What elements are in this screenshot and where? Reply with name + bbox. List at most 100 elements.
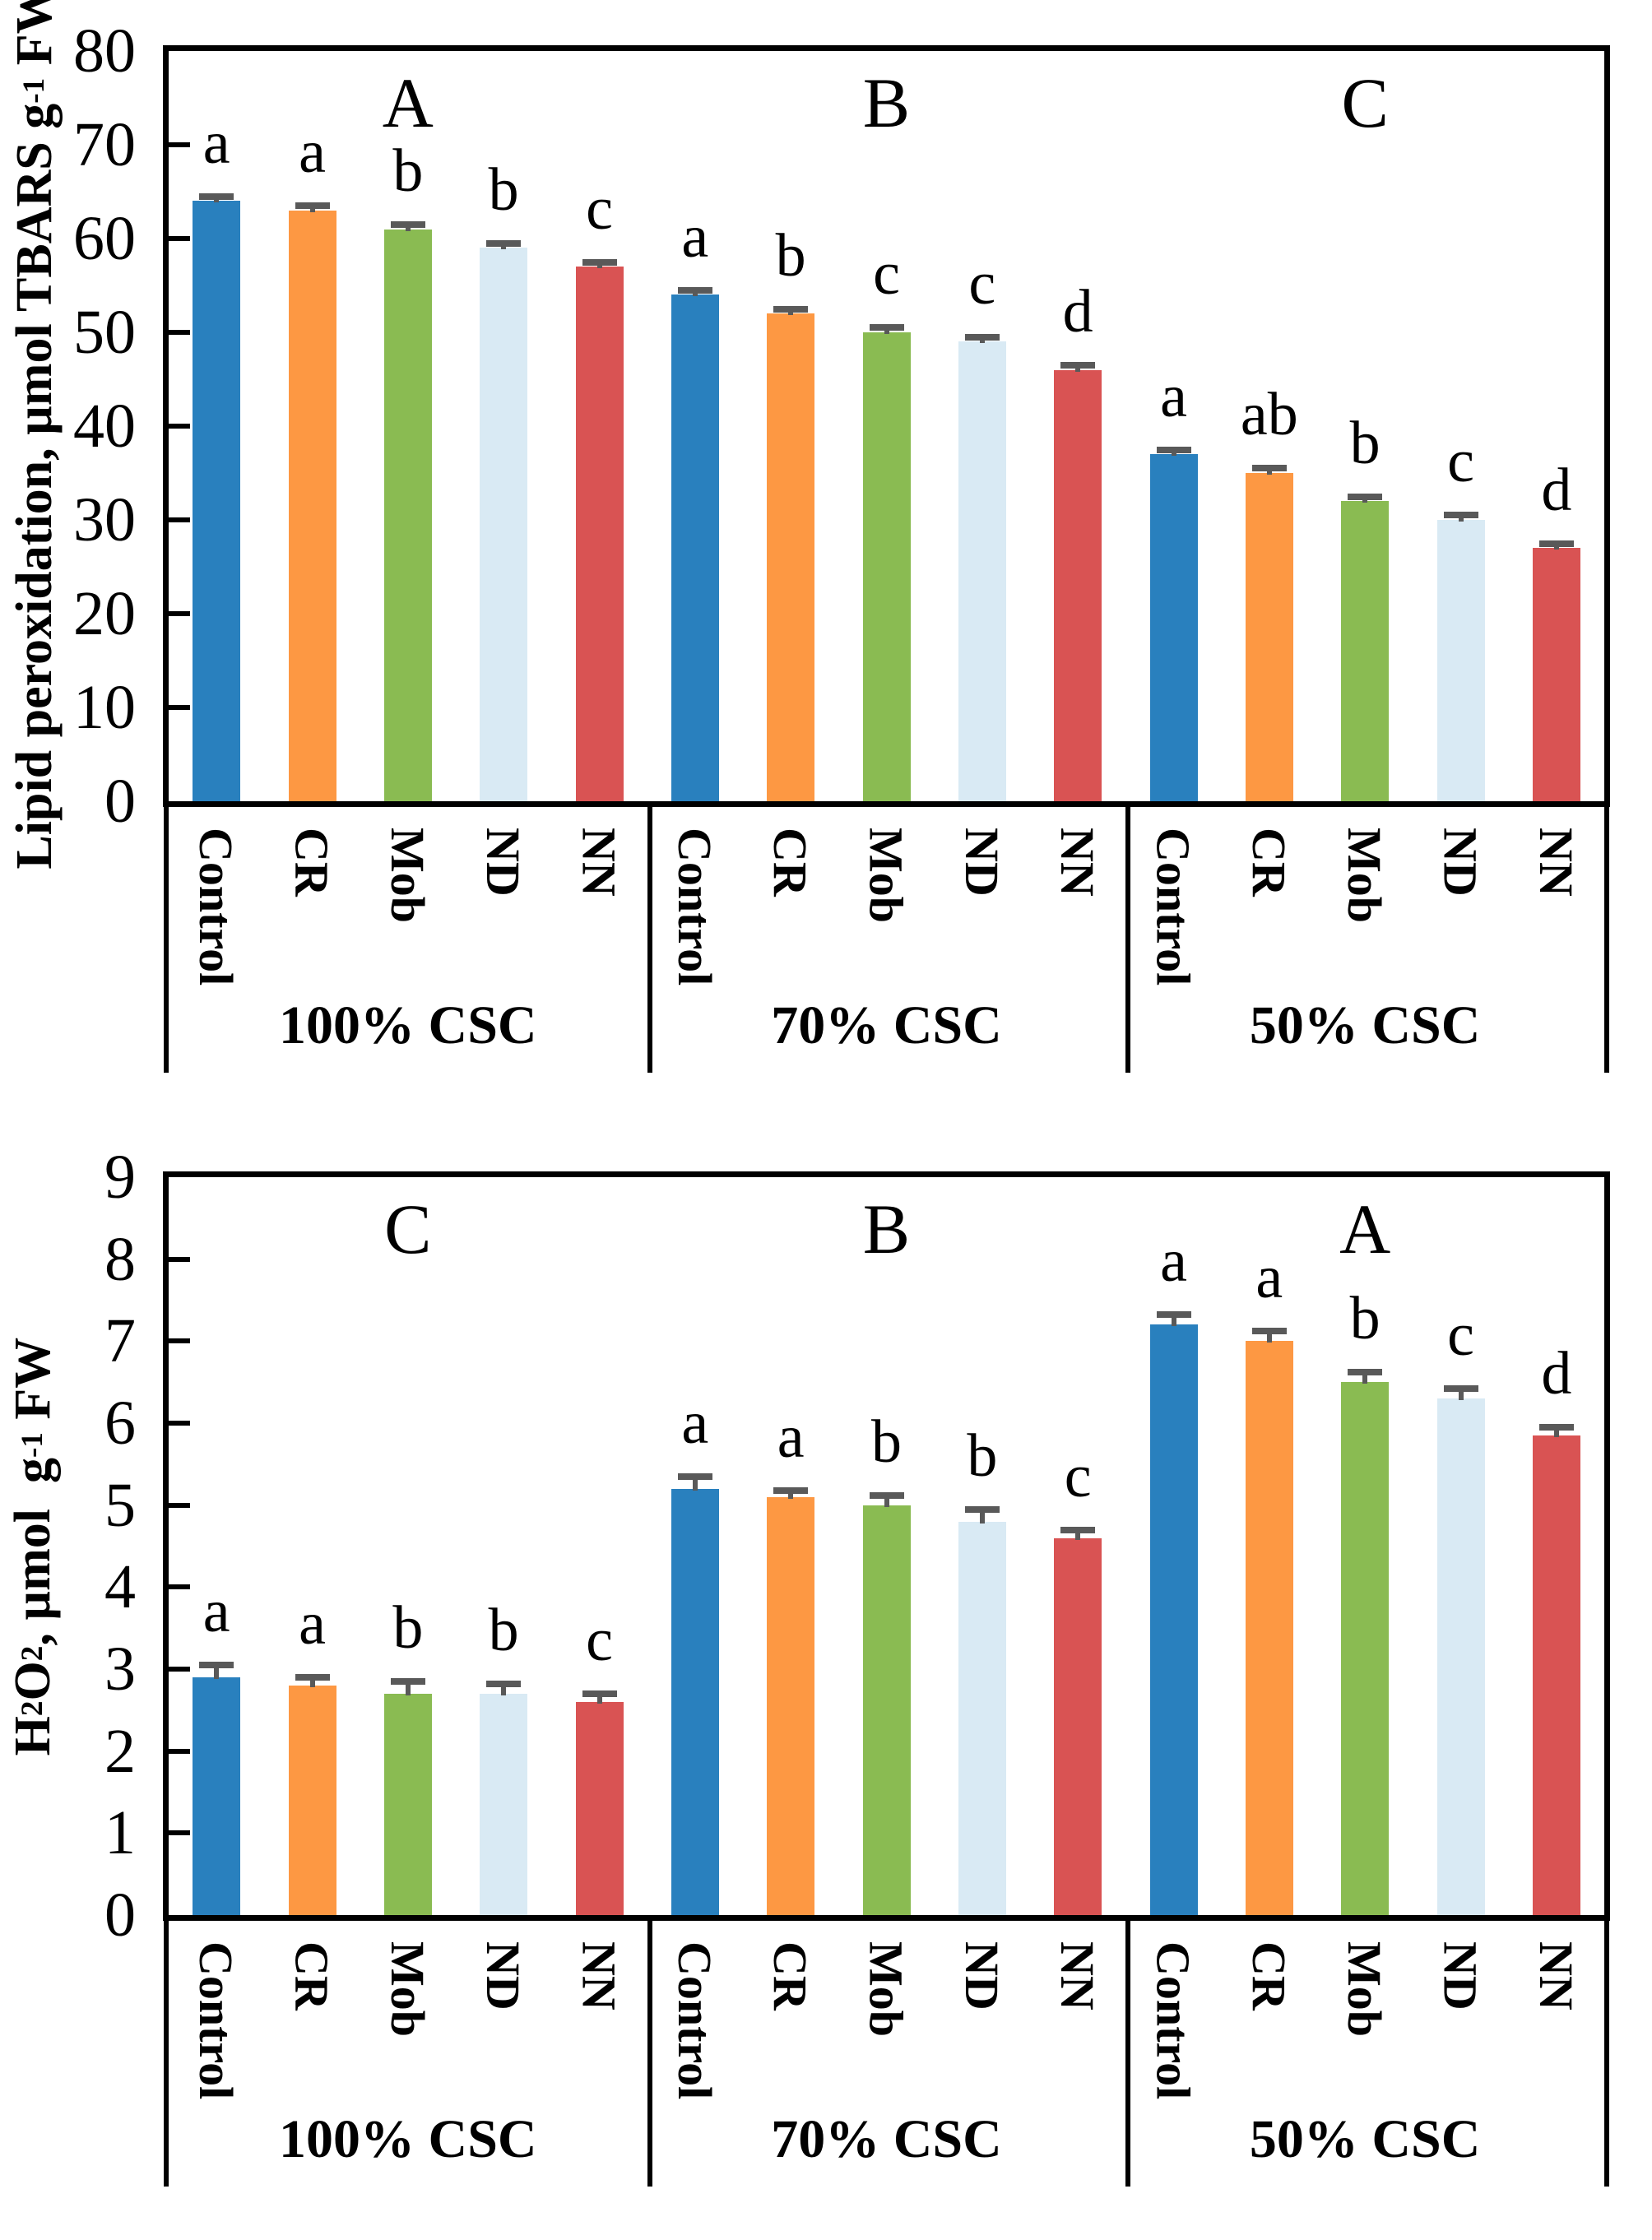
x-category-label-control: Control (667, 1941, 722, 2100)
x-category-label-nd: ND (954, 1941, 1009, 2010)
y-tick-label: 6 (104, 1389, 136, 1458)
significance-letter: a (681, 202, 709, 271)
bar-nd (1436, 520, 1485, 801)
y-axis-label-part: FW (6, 0, 63, 78)
x-category-label-cr: CR (285, 1941, 339, 2010)
error-bar-cap (582, 258, 617, 266)
significance-letter: c (1447, 1301, 1474, 1370)
group-divider-line (647, 1915, 652, 2187)
x-category-label-mob: Mob (380, 1941, 434, 2037)
y-axis-tick (169, 330, 190, 335)
significance-letter: b (1349, 409, 1381, 477)
panel-letter-C: C (384, 1190, 432, 1268)
bar-mob (862, 1505, 911, 1915)
error-bar-cap (1060, 361, 1096, 369)
y-axis-tick (169, 611, 190, 616)
bar-nd (1436, 1398, 1485, 1915)
error-bar-stem (1458, 1389, 1464, 1401)
error-bar-stem (1362, 1372, 1368, 1384)
significance-letter: a (299, 1589, 326, 1658)
y-tick-label: 4 (104, 1552, 136, 1622)
error-bar-stem (1075, 1529, 1081, 1540)
error-bar-stem (501, 1683, 507, 1695)
x-category-label-control: Control (189, 828, 244, 986)
significance-letter: b (775, 221, 806, 290)
y-tick-label: 50 (73, 298, 136, 367)
bar-cr (767, 313, 815, 801)
y-tick-label: 9 (104, 1143, 136, 1212)
error-bar-stem (788, 1490, 794, 1499)
error-bar-cap (1443, 1385, 1478, 1393)
x-category-label-cr: CR (1241, 828, 1296, 897)
significance-letter: b (392, 1593, 424, 1662)
significance-letter: ab (1240, 381, 1298, 449)
y-tick-label: 7 (104, 1306, 136, 1376)
x-category-label-cr: CR (763, 1941, 818, 2010)
x-category-label-mob: Mob (1338, 828, 1392, 923)
group-label: 50% CSC (1249, 995, 1481, 1055)
y-tick-label: 8 (104, 1224, 136, 1294)
bar-nd (958, 341, 1006, 801)
y-axis-label-part: FW (4, 1337, 61, 1432)
bar-cr (1245, 1341, 1293, 1915)
significance-letter: c (1447, 428, 1474, 496)
significance-letter: a (1160, 1227, 1187, 1296)
bar-nn (1532, 548, 1580, 801)
error-bar-stem (692, 1476, 698, 1491)
error-bar-cap (1348, 493, 1383, 500)
significance-letter: b (871, 1408, 902, 1476)
bar-cr (288, 210, 336, 801)
significance-letter: d (1541, 1339, 1572, 1408)
bar-nn (575, 267, 624, 801)
y-axis-tick (169, 1748, 190, 1754)
x-category-label-nd: ND (1433, 1941, 1487, 2010)
bar-control (671, 294, 719, 801)
significance-letter: a (202, 1578, 230, 1646)
bar-nn (1532, 1435, 1580, 1915)
bar-control (1149, 454, 1198, 801)
panel-letter-B: B (862, 1190, 911, 1268)
bar-nd (480, 248, 528, 801)
error-bar-cap (869, 324, 904, 332)
bar-mob (862, 332, 911, 801)
x-category-label-nn: NN (1051, 828, 1105, 897)
error-bar-stem (1553, 1426, 1559, 1437)
bar-cr (1245, 473, 1293, 801)
y-tick-label: 10 (73, 673, 136, 742)
significance-letter: b (1349, 1285, 1381, 1353)
y-axis-label-lipid-peroxidation: Lipid peroxidation, µmol TBARS g -1 FW (0, 0, 80, 1002)
significance-letter: c (968, 249, 996, 318)
bar-mob (1341, 1382, 1390, 1915)
y-axis-tick (169, 1584, 190, 1590)
error-bar-cap (486, 1680, 522, 1687)
x-category-label-control: Control (667, 828, 722, 986)
error-bar-cap (1538, 540, 1574, 547)
y-axis-tick (169, 424, 190, 429)
significance-letter: a (777, 1403, 805, 1471)
error-bar-cap (582, 1690, 617, 1697)
error-bar-stem (405, 1681, 411, 1695)
significance-letter: b (488, 155, 519, 224)
group-label: 100% CSC (279, 995, 537, 1055)
y-axis-label-part: Lipid peroxidation, µmol TBARS g (6, 103, 63, 870)
bar-nn (1054, 369, 1102, 801)
y-axis-label-part: H (4, 1715, 61, 1755)
significance-letter: a (681, 1389, 709, 1457)
significance-letter: c (586, 1606, 613, 1674)
error-bar-cap (964, 333, 1000, 341)
error-bar-cap (1538, 1423, 1574, 1431)
x-category-label-cr: CR (763, 828, 818, 897)
group-divider-line (164, 801, 169, 1073)
bar-cr (767, 1496, 815, 1915)
error-bar-cap (773, 305, 809, 313)
bar-control (671, 1488, 719, 1915)
bar-nn (1054, 1537, 1102, 1915)
error-bar-cap (1156, 446, 1191, 453)
error-bar-cap (1060, 1526, 1096, 1533)
x-category-label-mob: Mob (859, 1941, 913, 2037)
error-bar-cap (295, 1673, 330, 1681)
error-bar-cap (677, 1472, 712, 1480)
error-bar-stem (884, 1495, 889, 1507)
